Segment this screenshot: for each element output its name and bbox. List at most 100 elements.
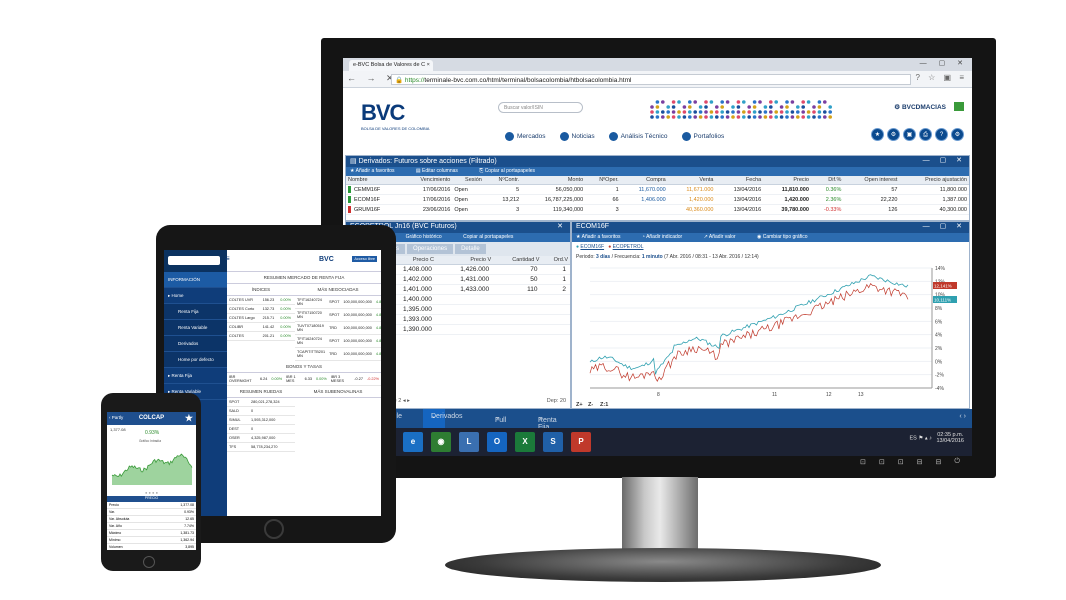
column-header[interactable]: Precio ajustación: [899, 176, 969, 185]
system-tray[interactable]: ES ⚑ ▴ ♪ 02:35 p.m. 13/04/2016: [909, 432, 965, 444]
taskbar-app-icon[interactable]: X: [515, 432, 535, 452]
tablet-nav-item[interactable]: INFORMACIÓN: [164, 272, 227, 288]
close-icon[interactable]: ✕: [557, 223, 567, 230]
extension-icons[interactable]: ? ☆ ▣ ≡: [915, 73, 967, 82]
column-header[interactable]: Precio: [763, 176, 811, 185]
add-indicator-button[interactable]: ◔ Añadir indicador: [641, 234, 683, 240]
star-icon[interactable]: ★: [184, 413, 193, 423]
column-header[interactable]: Open interest: [843, 176, 900, 185]
column-header[interactable]: Vencimiento: [400, 176, 453, 185]
list-item[interactable]: Var. 0.93%: [107, 508, 196, 516]
config-icon[interactable]: ⚙: [951, 128, 964, 141]
bvc-logo[interactable]: BVC BOLSA DE VALORES DE COLOMBIA: [361, 100, 430, 131]
back-button[interactable]: ‹ Partly: [109, 415, 124, 420]
taskbar-app-icon[interactable]: P: [571, 432, 591, 452]
tab-operaciones[interactable]: Operaciones: [407, 244, 454, 254]
tablet-nav-item[interactable]: Renta Fija: [164, 304, 227, 320]
list-item[interactable]: Var. Año 7.74%: [107, 522, 196, 530]
column-header[interactable]: NºOper.: [585, 176, 621, 185]
tablet-search[interactable]: [164, 250, 227, 272]
table-row[interactable]: TFS 58,778,234,270: [227, 442, 295, 452]
panel-window-controls[interactable]: — ▢ ✕: [922, 223, 966, 230]
menu-noticias[interactable]: Noticias: [559, 132, 595, 141]
add-favorites-button[interactable]: ★ Añadir a favoritos: [576, 234, 621, 240]
nav-buttons[interactable]: ← → ✕: [347, 73, 398, 83]
list-item[interactable]: Var. Absoluta 12.65: [107, 515, 196, 523]
table-row[interactable]: COLTES 201.21 0.00%: [227, 331, 295, 341]
column-header[interactable]: Venta: [667, 176, 716, 185]
table-row[interactable]: IBR OVERNIGHT 6.24 0.00% IBR 1 MES 6.33 0.00%…: [227, 373, 381, 386]
list-item[interactable]: Mínimo 1,362.94: [107, 536, 196, 544]
copy-clipboard-button[interactable]: Copiar al portapapeles: [463, 234, 514, 240]
column-header[interactable]: Sesión: [452, 176, 484, 185]
copy-clipboard-button[interactable]: ⎘ Copiar al portapapeles: [479, 168, 535, 174]
table-row[interactable]: COLIBR 141.42 0.00%: [227, 322, 295, 332]
tablet-nav-item[interactable]: ▸ Home: [164, 288, 227, 304]
column-header[interactable]: NºContr.: [483, 176, 522, 185]
taskbar-app-icon[interactable]: S: [543, 432, 563, 452]
column-header[interactable]: Precio V: [435, 256, 494, 265]
tablet-nav-item[interactable]: Derivados: [164, 336, 227, 352]
help-icon[interactable]: ?: [935, 128, 948, 141]
taskbar-app-icon[interactable]: e: [403, 432, 423, 452]
list-item[interactable]: Máximo 1,381.73: [107, 529, 196, 537]
login-button[interactable]: Acceso libre: [352, 256, 377, 262]
menu-analisis-tecnico[interactable]: Análisis Técnico: [608, 132, 668, 141]
legend-item-ecom16f[interactable]: ● ECOM16F: [576, 244, 605, 250]
print-icon[interactable]: ⎙: [919, 128, 932, 141]
table-row[interactable]: TFIT07150720 MN SPOT 100,000,000,000 4.8: [295, 308, 381, 322]
historic-chart-button[interactable]: Gráfico histórico: [405, 234, 442, 240]
tablet-nav-item[interactable]: Home por defecto: [164, 352, 227, 368]
column-header[interactable]: Nombre: [346, 176, 401, 185]
table-row[interactable]: TUVT07180519 MN TRD 100,000,000,000 4.8: [295, 321, 381, 335]
table-row[interactable]: SPOT 280,021,278,324: [227, 398, 295, 407]
scroll-arrows[interactable]: ‹ ›: [959, 413, 966, 420]
table-row[interactable]: COLTES Largo 215.71 0.00%: [227, 313, 295, 323]
panel-window-controls[interactable]: — ▢ ✕: [922, 157, 966, 164]
column-header[interactable]: Ord.V: [541, 256, 570, 265]
tab-detalle[interactable]: Detalle: [455, 244, 486, 254]
window-controls[interactable]: — ▢ ✕: [919, 60, 968, 67]
table-row[interactable]: COLTES UVR 156.23 0.00%: [227, 296, 295, 305]
table-row[interactable]: GRUM16F 23/06/2016 Open 3 119,340,000 3 40,360…: [346, 204, 969, 215]
menu-icon[interactable]: ≡: [225, 254, 230, 263]
column-header[interactable]: Dif.%: [810, 176, 844, 185]
taskbar-app-icon[interactable]: L: [459, 432, 479, 452]
tab-derivados[interactable]: Derivados ⌄: [423, 409, 463, 428]
settings-icon[interactable]: ⚙: [887, 128, 900, 141]
table-row[interactable]: OSER 4,325,987,000: [227, 433, 295, 443]
frequency-select[interactable]: 1 minuto: [641, 254, 663, 260]
edit-columns-button[interactable]: ▤ Editar columnas: [415, 168, 458, 174]
column-header[interactable]: Precio C: [378, 256, 436, 265]
logout-icon[interactable]: [954, 102, 964, 111]
menu-portafolios[interactable]: Portafolios: [681, 132, 724, 141]
favorites-icon[interactable]: ★: [871, 128, 884, 141]
column-header[interactable]: Monto: [521, 176, 586, 185]
list-item[interactable]: Volumen 3,895: [107, 543, 196, 550]
user-name[interactable]: ⚙ BVCDMACIAS: [894, 104, 946, 111]
table-row[interactable]: COLTES Corto 132.73 0.00%: [227, 304, 295, 314]
column-header[interactable]: Cantidad V: [493, 256, 542, 265]
taskbar-app-icon[interactable]: O: [487, 432, 507, 452]
legend-item-ecopetrol[interactable]: ● ECOPETROL: [608, 244, 644, 250]
table-row[interactable]: ECOM16F 17/06/2016 Open 13,212 16,787,225,00…: [346, 194, 969, 205]
table-row[interactable]: DEST 0: [227, 424, 295, 434]
menu-mercados[interactable]: Mercados: [505, 132, 546, 141]
table-row[interactable]: TCAPITITTB201 MN TRD 100,000,000,000 4.8: [295, 347, 381, 361]
add-value-button[interactable]: ↗ Añadir valor: [703, 234, 736, 240]
change-chart-type-button[interactable]: ◉ Cambiar tipo gráfico: [756, 234, 808, 240]
tablet-nav-item[interactable]: ▸ Renta Fija: [164, 368, 227, 384]
search-input[interactable]: Buscar valor/ISIN: [498, 102, 583, 113]
table-row[interactable]: TFIT16240724 MN SPOT 100,000,000,000 4.8: [295, 334, 381, 348]
period-select[interactable]: 3 días: [596, 254, 611, 260]
table-row[interactable]: SIMUL 1,593,312,000: [227, 415, 295, 425]
tab-full[interactable]: Full ⌄: [495, 414, 507, 424]
taskbar-app-icon[interactable]: ◉: [431, 432, 451, 452]
url-field[interactable]: 🔒 https://terminale-bvc.com.co/html/term…: [391, 74, 911, 85]
column-header[interactable]: Fecha: [715, 176, 764, 185]
price-chart[interactable]: 14%12%10%8%6%4%2%0%-2%-4%811121312,141%1…: [572, 260, 970, 409]
tab-file[interactable]: ile: [395, 413, 403, 420]
save-icon[interactable]: ▣: [903, 128, 916, 141]
tablet-nav-item[interactable]: Renta Variable: [164, 320, 227, 336]
add-favorites-button[interactable]: ★ Añadir a favoritos: [350, 168, 395, 174]
